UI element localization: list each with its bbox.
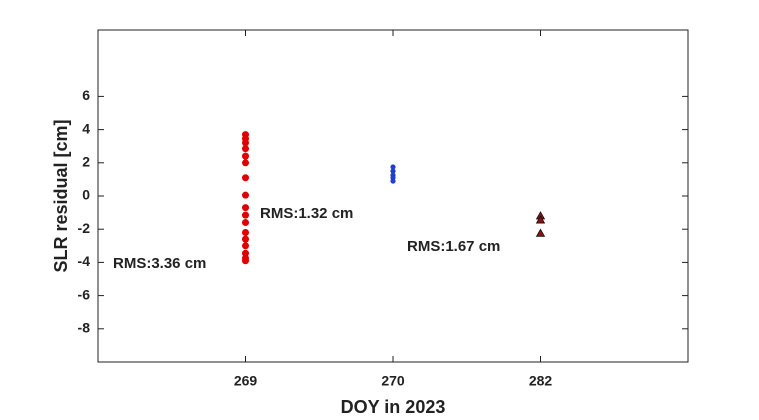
point [242,249,249,257]
point [390,178,396,184]
annotation: RMS:1.32 cm [260,205,353,222]
point [242,257,249,265]
annotation: RMS:3.36 cm [113,255,206,272]
point [242,229,249,237]
plot-frame [97,29,689,363]
y-tick-label: -4 [78,253,91,269]
x-tick-label: 269 [234,373,258,389]
y-tick-label: -2 [78,220,91,236]
y-tick-label: 6 [82,87,90,103]
point [390,168,396,174]
point [242,152,249,160]
point [535,228,546,237]
point [242,242,249,250]
y-tick-label: 0 [82,187,90,203]
x-axis-label: DOY in 2023 [341,397,446,417]
point [242,191,249,199]
point [242,139,249,147]
point [242,204,249,212]
point [242,219,249,227]
x-tick-label: 270 [381,373,405,389]
x-tick-label: 282 [529,373,553,389]
annotation: RMS:1.67 cm [407,238,500,255]
point [390,164,396,170]
y-tick-label: -8 [78,320,91,336]
y-tick-label: -6 [78,286,91,302]
point [242,174,249,182]
point [535,215,546,224]
y-tick-label: 2 [82,154,90,170]
y-axis-label: SLR residual [cm] [51,119,71,272]
point [242,211,249,219]
point [242,159,249,167]
point [242,235,249,243]
y-tick-label: 4 [82,120,90,136]
point [242,145,249,153]
